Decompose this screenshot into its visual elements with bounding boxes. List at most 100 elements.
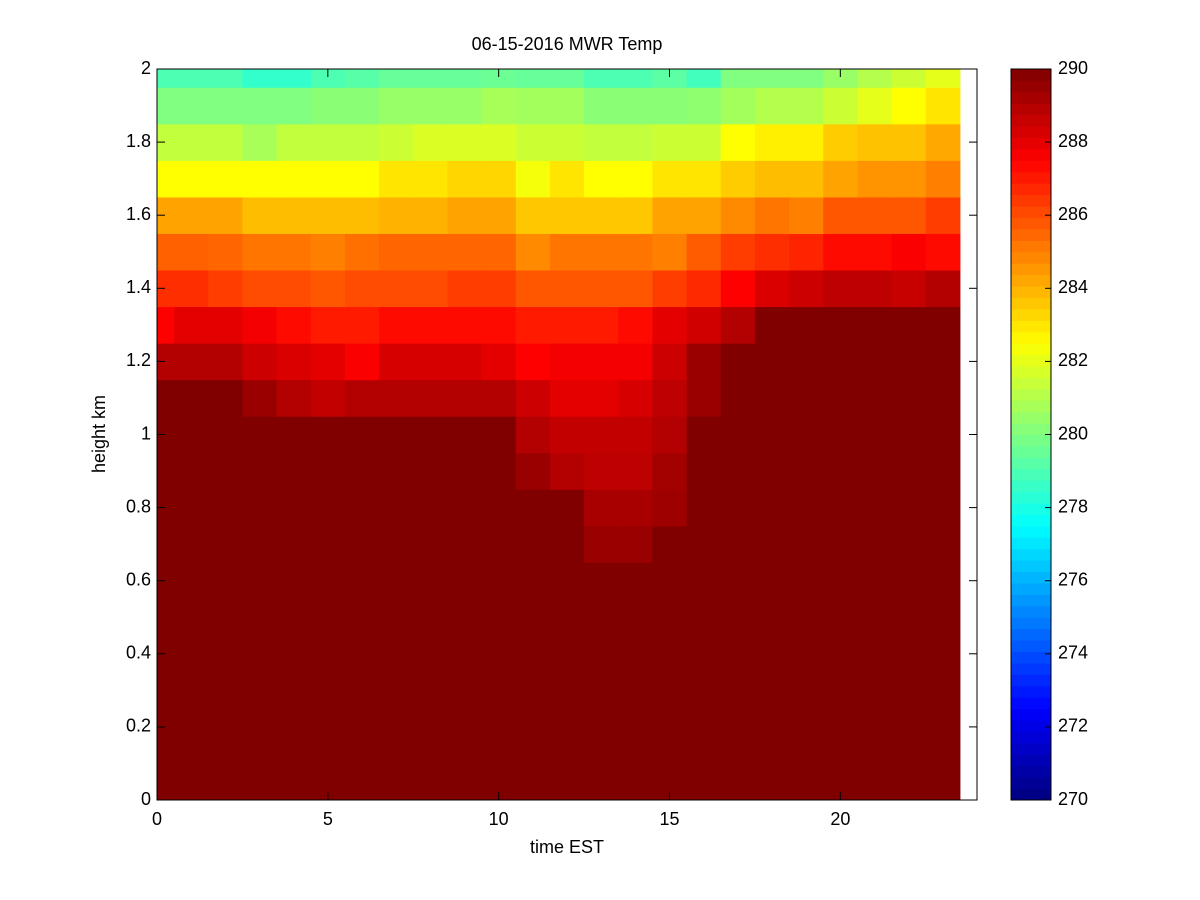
heatmap-cell xyxy=(157,598,175,637)
y-tick-label: 1.4 xyxy=(126,277,151,297)
heatmap-cell xyxy=(584,452,619,490)
heatmap-cell xyxy=(174,598,209,637)
heatmap-cell xyxy=(515,306,551,344)
heatmap-cell xyxy=(925,343,961,381)
heatmap-cell xyxy=(447,562,483,600)
heatmap-cell xyxy=(413,379,448,417)
heatmap-cell xyxy=(857,416,893,454)
heatmap-cell xyxy=(379,87,414,125)
heatmap-cell xyxy=(242,306,278,344)
heatmap-cell xyxy=(857,598,893,637)
heatmap-cell xyxy=(584,69,619,88)
heatmap-cell xyxy=(447,87,483,125)
heatmap-cell xyxy=(276,160,312,198)
heatmap-cell xyxy=(379,452,414,490)
heatmap-cell xyxy=(344,708,380,746)
heatmap-cell xyxy=(310,745,346,783)
heatmap-cell xyxy=(618,343,653,381)
colorbar-swatch xyxy=(1011,468,1051,481)
heatmap-cell xyxy=(789,635,824,673)
heatmap-cell xyxy=(720,489,756,527)
heatmap-cell xyxy=(413,598,448,637)
heatmap-cell xyxy=(344,489,380,527)
heatmap-cell xyxy=(891,69,927,88)
heatmap-cell xyxy=(925,489,961,527)
heatmap-cell xyxy=(276,489,312,527)
heatmap-cell xyxy=(549,562,585,600)
heatmap-cell xyxy=(208,416,243,454)
heatmap-cell xyxy=(481,87,517,125)
colorbar-tick-label: 272 xyxy=(1058,716,1088,736)
colorbar-swatch xyxy=(1011,69,1051,81)
heatmap-cell xyxy=(857,196,893,234)
heatmap-cell xyxy=(413,416,448,454)
heatmap-cell xyxy=(618,69,653,88)
heatmap-cell xyxy=(447,781,483,800)
heatmap-cell xyxy=(823,306,858,344)
heatmap-cell xyxy=(925,708,961,746)
heatmap-cell xyxy=(789,781,824,800)
heatmap-cell xyxy=(310,270,346,308)
heatmap-cell xyxy=(310,379,346,417)
heatmap-cell xyxy=(481,160,517,198)
heatmap-cell xyxy=(242,562,278,600)
heatmap-cell xyxy=(652,562,688,600)
heatmap-cell xyxy=(344,270,380,308)
heatmap-cell xyxy=(857,69,893,88)
heatmap-cell xyxy=(157,343,175,381)
x-tick-label: 0 xyxy=(152,809,162,829)
colorbar-swatch xyxy=(1011,754,1051,767)
heatmap-cell xyxy=(652,87,688,125)
heatmap-cell xyxy=(789,196,824,234)
heatmap-cell xyxy=(686,672,722,710)
heatmap-cell xyxy=(481,270,517,308)
y-tick-label: 0.4 xyxy=(126,643,151,663)
colorbar-swatch xyxy=(1011,651,1051,664)
heatmap-cell xyxy=(686,562,722,600)
heatmap-cell xyxy=(310,343,346,381)
heatmap-cell xyxy=(310,160,346,198)
heatmap-cell xyxy=(174,343,209,381)
heatmap-cell xyxy=(310,708,346,746)
heatmap-cell xyxy=(276,452,312,490)
heatmap-cell xyxy=(584,635,619,673)
y-tick-label: 0.8 xyxy=(126,496,151,516)
heatmap-cell xyxy=(276,87,312,125)
heatmap-cell xyxy=(549,598,585,637)
heatmap-cell xyxy=(754,708,790,746)
heatmap-cell xyxy=(891,343,927,381)
heatmap-cell xyxy=(481,196,517,234)
colorbar-swatch xyxy=(1011,503,1051,515)
heatmap-cell xyxy=(720,160,756,198)
heatmap-cell xyxy=(276,745,312,783)
heatmap-cell xyxy=(379,123,414,161)
heatmap-cell xyxy=(242,87,278,125)
heatmap-cell xyxy=(310,416,346,454)
heatmap-cell xyxy=(157,452,175,490)
heatmap-cell xyxy=(208,489,243,527)
heatmap-cell xyxy=(242,489,278,527)
x-tick-label: 20 xyxy=(830,809,850,829)
heatmap-cell xyxy=(515,270,551,308)
colorbar-tick-label: 284 xyxy=(1058,277,1088,297)
heatmap-cell xyxy=(754,635,790,673)
heatmap-cell xyxy=(208,598,243,637)
heatmap-cell xyxy=(925,270,961,308)
heatmap-cell xyxy=(310,69,346,88)
heatmap-cell xyxy=(584,343,619,381)
colorbar-swatch xyxy=(1011,400,1051,413)
heatmap-cell xyxy=(720,525,756,563)
colorbar-swatch xyxy=(1011,377,1051,390)
heatmap-cell xyxy=(720,635,756,673)
heatmap-cell xyxy=(515,87,551,125)
heatmap-cell xyxy=(447,525,483,563)
heatmap-cell xyxy=(413,745,448,783)
colorbar-swatch xyxy=(1011,640,1051,653)
heatmap-cell xyxy=(823,233,858,271)
colorbar-swatch xyxy=(1011,628,1051,641)
heatmap-cell xyxy=(754,525,790,563)
y-tick-label: 0.2 xyxy=(126,716,151,736)
heatmap-cell xyxy=(515,379,551,417)
colorbar-swatch xyxy=(1011,594,1051,607)
colorbar-swatch xyxy=(1011,365,1051,378)
